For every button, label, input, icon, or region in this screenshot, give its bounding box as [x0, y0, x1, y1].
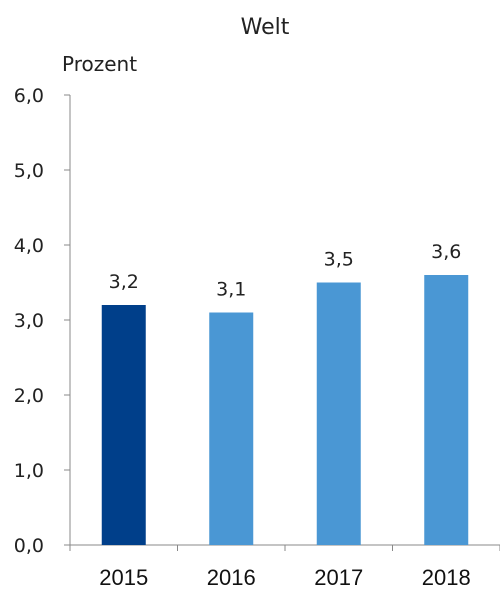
x-tick-label-2016: 2016	[207, 565, 256, 590]
bar-2018	[424, 275, 469, 545]
y-tick-label: 2,0	[14, 385, 44, 407]
bar-value-label-2015: 3,2	[109, 271, 139, 293]
bar-value-label-2016: 3,1	[216, 279, 246, 301]
x-axis-ticks: 2015 2016 2017 2018	[69, 545, 500, 590]
y-axis-ticks: 0,0 1,0 2,0 3,0 4,0 5,0 6,0	[14, 85, 70, 557]
x-tick-label-2015: 2015	[99, 565, 148, 590]
bar-2016	[209, 312, 254, 545]
y-tick-label: 3,0	[14, 310, 44, 332]
bar-series	[101, 275, 469, 545]
y-tick-label: 6,0	[14, 85, 44, 107]
x-tick-label-2018: 2018	[422, 565, 471, 590]
bar-2015	[101, 305, 146, 545]
bar-value-label-2017: 3,5	[324, 249, 354, 271]
y-tick-label: 5,0	[14, 160, 44, 182]
chart-title: Welt	[241, 15, 290, 40]
bar-value-label-2018: 3,6	[431, 241, 461, 263]
x-tick-label-2017: 2017	[314, 565, 363, 590]
y-tick-label: 1,0	[14, 460, 44, 482]
y-tick-label: 4,0	[14, 235, 44, 257]
y-tick-label: 0,0	[14, 535, 44, 557]
bar-value-labels: 3,2 3,1 3,5 3,6	[109, 241, 462, 301]
bar-2017	[316, 282, 361, 545]
y-axis-unit-label: Prozent	[62, 52, 137, 76]
